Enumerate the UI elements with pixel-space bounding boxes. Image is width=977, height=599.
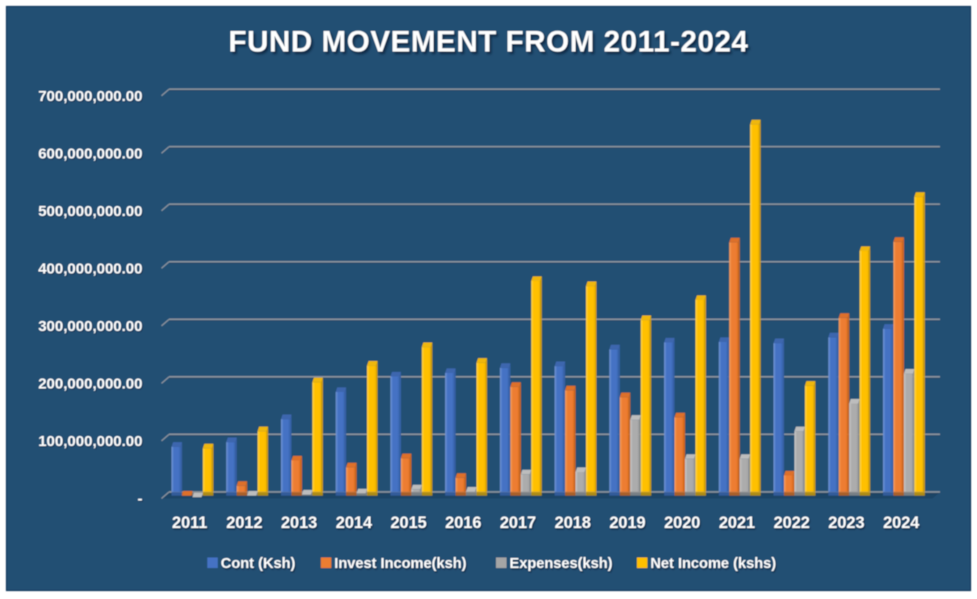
svg-text:2022: 2022 [774, 514, 810, 532]
svg-text:-: - [138, 491, 143, 508]
svg-text:700,000,000.00: 700,000,000.00 [38, 88, 142, 105]
svg-text:2018: 2018 [555, 514, 591, 532]
svg-text:2024: 2024 [883, 514, 919, 532]
svg-text:Cont (Ksh): Cont (Ksh) [221, 556, 296, 572]
svg-text:200,000,000.00: 200,000,000.00 [38, 376, 142, 393]
svg-text:2017: 2017 [500, 514, 536, 532]
svg-text:100,000,000.00: 100,000,000.00 [38, 433, 142, 450]
svg-text:2013: 2013 [281, 514, 317, 532]
svg-text:2020: 2020 [664, 514, 700, 532]
svg-text:FUND MOVEMENT FROM 2011-2024: FUND MOVEMENT FROM 2011-2024 [228, 26, 748, 59]
svg-text:Invest Income(ksh): Invest Income(ksh) [334, 556, 466, 572]
svg-text:300,000,000.00: 300,000,000.00 [38, 318, 142, 335]
svg-text:2023: 2023 [828, 514, 864, 532]
svg-text:2021: 2021 [719, 514, 755, 532]
svg-text:Net Income (kshs): Net Income (kshs) [650, 556, 776, 572]
svg-text:Expenses(ksh): Expenses(ksh) [510, 556, 613, 572]
svg-text:2011: 2011 [172, 514, 207, 532]
svg-text:500,000,000.00: 500,000,000.00 [38, 203, 142, 220]
svg-text:2019: 2019 [609, 514, 645, 532]
svg-text:2012: 2012 [226, 514, 262, 532]
svg-text:2016: 2016 [445, 514, 481, 532]
svg-text:400,000,000.00: 400,000,000.00 [38, 261, 142, 278]
svg-text:600,000,000.00: 600,000,000.00 [38, 145, 142, 162]
svg-text:2015: 2015 [390, 514, 426, 532]
svg-text:2014: 2014 [336, 514, 372, 532]
